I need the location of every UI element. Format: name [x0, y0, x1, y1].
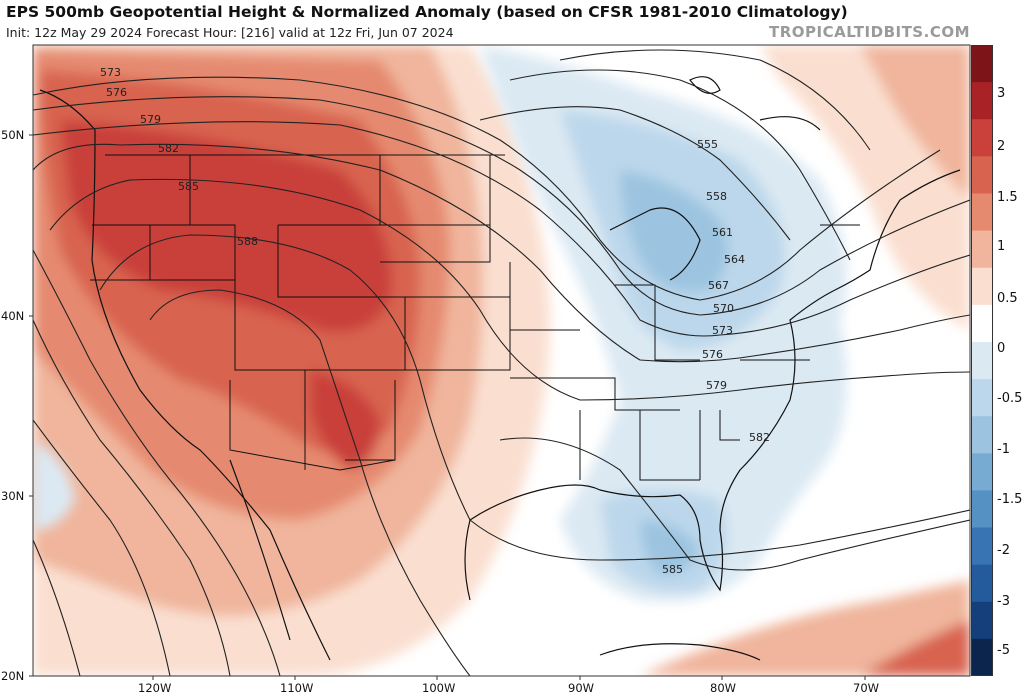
- colorbar-label: 2: [997, 139, 1006, 154]
- lon-label-120w: 120W: [138, 681, 172, 695]
- contour-label: 579: [140, 113, 161, 126]
- map-subtitle: Init: 12z May 29 2024 Forecast Hour: [21…: [6, 25, 454, 40]
- colorbar-segment: [971, 379, 993, 417]
- colorbar-segment: [971, 341, 993, 380]
- lat-label-20n: 20N: [1, 669, 25, 683]
- map-title: EPS 500mb Geopotential Height & Normaliz…: [6, 3, 848, 21]
- colorbar-segment: [971, 304, 993, 343]
- colorbar-label: -0.5: [997, 391, 1023, 406]
- contour-label: 576: [106, 86, 127, 99]
- contour-label: 567: [708, 279, 729, 292]
- colorbar-label: 0.5: [997, 291, 1018, 306]
- contour-labels: 573 576 579 582 585 588 555 558 561 564 …: [100, 66, 770, 576]
- colorbar-label: 3: [997, 86, 1006, 101]
- lon-label-90w: 90W: [568, 681, 595, 695]
- colorbar-label: 0: [997, 341, 1006, 356]
- contour-label: 561: [712, 226, 733, 239]
- positive-anomaly-field: [33, 45, 970, 676]
- contour-label: 558: [706, 190, 727, 203]
- lat-label-40n: 40N: [1, 309, 25, 323]
- colorbar-border: [971, 45, 993, 676]
- colorbar-segment: [971, 416, 993, 454]
- longitude-ticks: [152, 676, 866, 680]
- colorbar-label: 1: [997, 239, 1006, 254]
- contour-label: 573: [100, 66, 121, 79]
- colorbar-label: 1.5: [997, 190, 1018, 205]
- contour-label: 585: [662, 563, 683, 576]
- source-credit: TROPICALTIDBITS.COM: [769, 23, 970, 41]
- colorbar-segment: [971, 564, 993, 603]
- lon-label-80w: 80W: [710, 681, 737, 695]
- contour-label: 582: [158, 142, 179, 155]
- colorbar-segment: [971, 490, 993, 529]
- colorbar-segment: [971, 45, 993, 83]
- negative-anomaly-field: [33, 45, 847, 602]
- lon-label-70w: 70W: [853, 681, 880, 695]
- map-frame: [32, 44, 971, 677]
- lat-label-30n: 30N: [1, 489, 25, 503]
- contour-label: 585: [178, 180, 199, 193]
- contour-label: 564: [724, 253, 745, 266]
- anomaly-colorbar: [971, 45, 993, 676]
- contour-label: 576: [702, 348, 723, 361]
- lat-label-50n: 50N: [1, 128, 25, 142]
- colorbar-segment: [971, 638, 993, 676]
- colorbar-segment: [971, 527, 993, 566]
- colorbar-segment: [971, 119, 993, 157]
- contour-label: 570: [713, 302, 734, 315]
- colorbar-label: -1: [997, 442, 1010, 457]
- contour-label: 588: [237, 235, 258, 248]
- coastlines: [39, 76, 961, 661]
- colorbar-label: -1.5: [997, 492, 1023, 507]
- colorbar-segment: [971, 193, 993, 232]
- contour-label: 573: [712, 324, 733, 337]
- colorbar-segment: [971, 82, 993, 120]
- colorbar-segment: [971, 156, 993, 194]
- colorbar-label: -3: [997, 594, 1010, 609]
- contour-label: 582: [749, 431, 770, 444]
- height-contours: [33, 49, 970, 676]
- colorbar-segment: [971, 601, 993, 640]
- colorbar-label: -5: [997, 643, 1010, 658]
- contour-label: 579: [706, 379, 727, 392]
- political-boundaries: [90, 154, 860, 481]
- colorbar-label: -2: [997, 543, 1010, 558]
- lon-label-110w: 110W: [280, 681, 314, 695]
- colorbar-segment: [971, 267, 993, 306]
- colorbar-segment: [971, 230, 993, 269]
- latitude-ticks: [29, 134, 33, 677]
- lon-label-100w: 100W: [422, 681, 456, 695]
- colorbar-segment: [971, 453, 993, 491]
- contour-label: 555: [697, 138, 718, 151]
